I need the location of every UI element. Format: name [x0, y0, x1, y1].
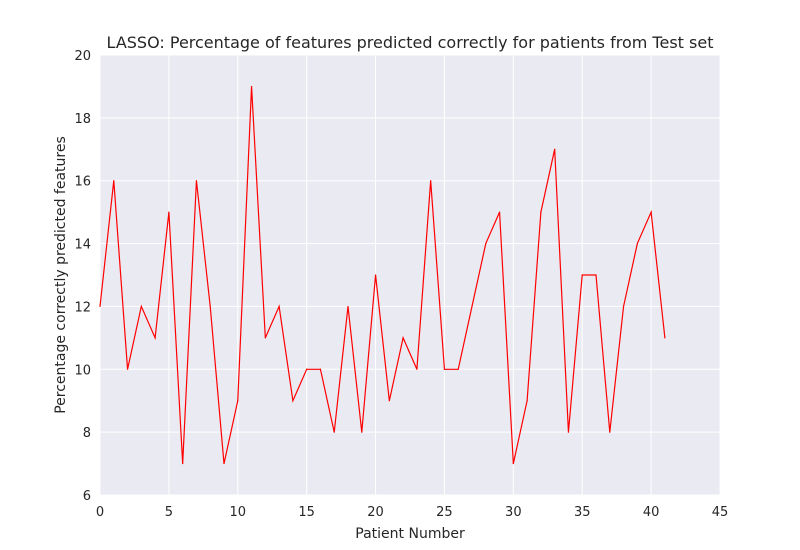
- data-point: [209, 305, 211, 308]
- data-point: [595, 274, 597, 276]
- y-tick-label: 8: [83, 426, 91, 441]
- data-point: [512, 462, 514, 465]
- data-point: [498, 211, 501, 213]
- data-point: [388, 400, 390, 402]
- x-tick-label: 10: [230, 505, 247, 520]
- data-point: [292, 400, 294, 402]
- x-tick-label: 5: [165, 505, 173, 520]
- data-point: [182, 462, 184, 465]
- data-point: [443, 368, 446, 370]
- x-axis-label: Patient Number: [355, 526, 465, 542]
- data-point: [609, 431, 611, 433]
- data-point: [347, 305, 349, 308]
- data-point: [250, 85, 253, 88]
- data-point: [402, 337, 404, 339]
- series-line: [99, 86, 666, 464]
- data-point: [526, 400, 528, 402]
- x-tick-label: 20: [367, 505, 384, 520]
- data-point: [140, 305, 142, 308]
- data-point: [195, 180, 198, 182]
- data-point: [485, 242, 487, 245]
- data-point: [471, 305, 473, 308]
- y-tick-label: 18: [74, 112, 91, 127]
- data-point: [99, 305, 101, 308]
- y-tick-label: 14: [74, 238, 91, 253]
- data-point: [664, 337, 666, 339]
- data-point: [168, 211, 170, 213]
- y-tick-label: 20: [74, 49, 91, 64]
- data-point: [319, 368, 322, 370]
- data-point: [113, 180, 115, 182]
- chart-title: LASSO: Percentage of features predicted …: [107, 33, 714, 52]
- y-tick-label: 6: [83, 489, 91, 504]
- data-point: [333, 431, 335, 433]
- x-tick-label: 35: [574, 505, 591, 520]
- y-axis-label: Percentage correctly predicted features: [53, 136, 69, 414]
- data-point: [154, 337, 156, 339]
- data-point: [622, 305, 625, 308]
- data-point: [223, 462, 225, 465]
- data-point: [361, 431, 363, 433]
- data-point: [430, 180, 432, 182]
- data-point: [581, 274, 583, 276]
- data-point: [650, 211, 652, 213]
- data-point: [457, 368, 459, 370]
- x-tick-label: 45: [712, 505, 729, 520]
- data-point: [126, 368, 129, 370]
- data-point: [416, 368, 418, 370]
- data-point: [540, 211, 542, 213]
- series-layer: [99, 85, 666, 465]
- data-point: [567, 431, 570, 433]
- data-point: [636, 242, 638, 245]
- x-tick-label: 25: [436, 505, 453, 520]
- data-point: [278, 305, 280, 308]
- data-point: [554, 148, 556, 150]
- data-point: [374, 274, 377, 276]
- y-tick-label: 12: [74, 300, 91, 315]
- x-tick-label: 30: [505, 505, 522, 520]
- x-tick-label: 15: [298, 505, 315, 520]
- data-point: [264, 337, 266, 339]
- data-point: [237, 400, 239, 402]
- tick-labels: 0 5 10 15 20 25 30 35 40 45 6 8 10 12 14 16 18 20: [74, 49, 728, 520]
- y-tick-label: 16: [74, 175, 91, 190]
- x-tick-label: 40: [643, 505, 660, 520]
- x-tick-label: 0: [96, 505, 104, 520]
- y-tick-label: 10: [74, 363, 91, 378]
- data-point: [306, 368, 308, 370]
- plot-area: [100, 55, 720, 495]
